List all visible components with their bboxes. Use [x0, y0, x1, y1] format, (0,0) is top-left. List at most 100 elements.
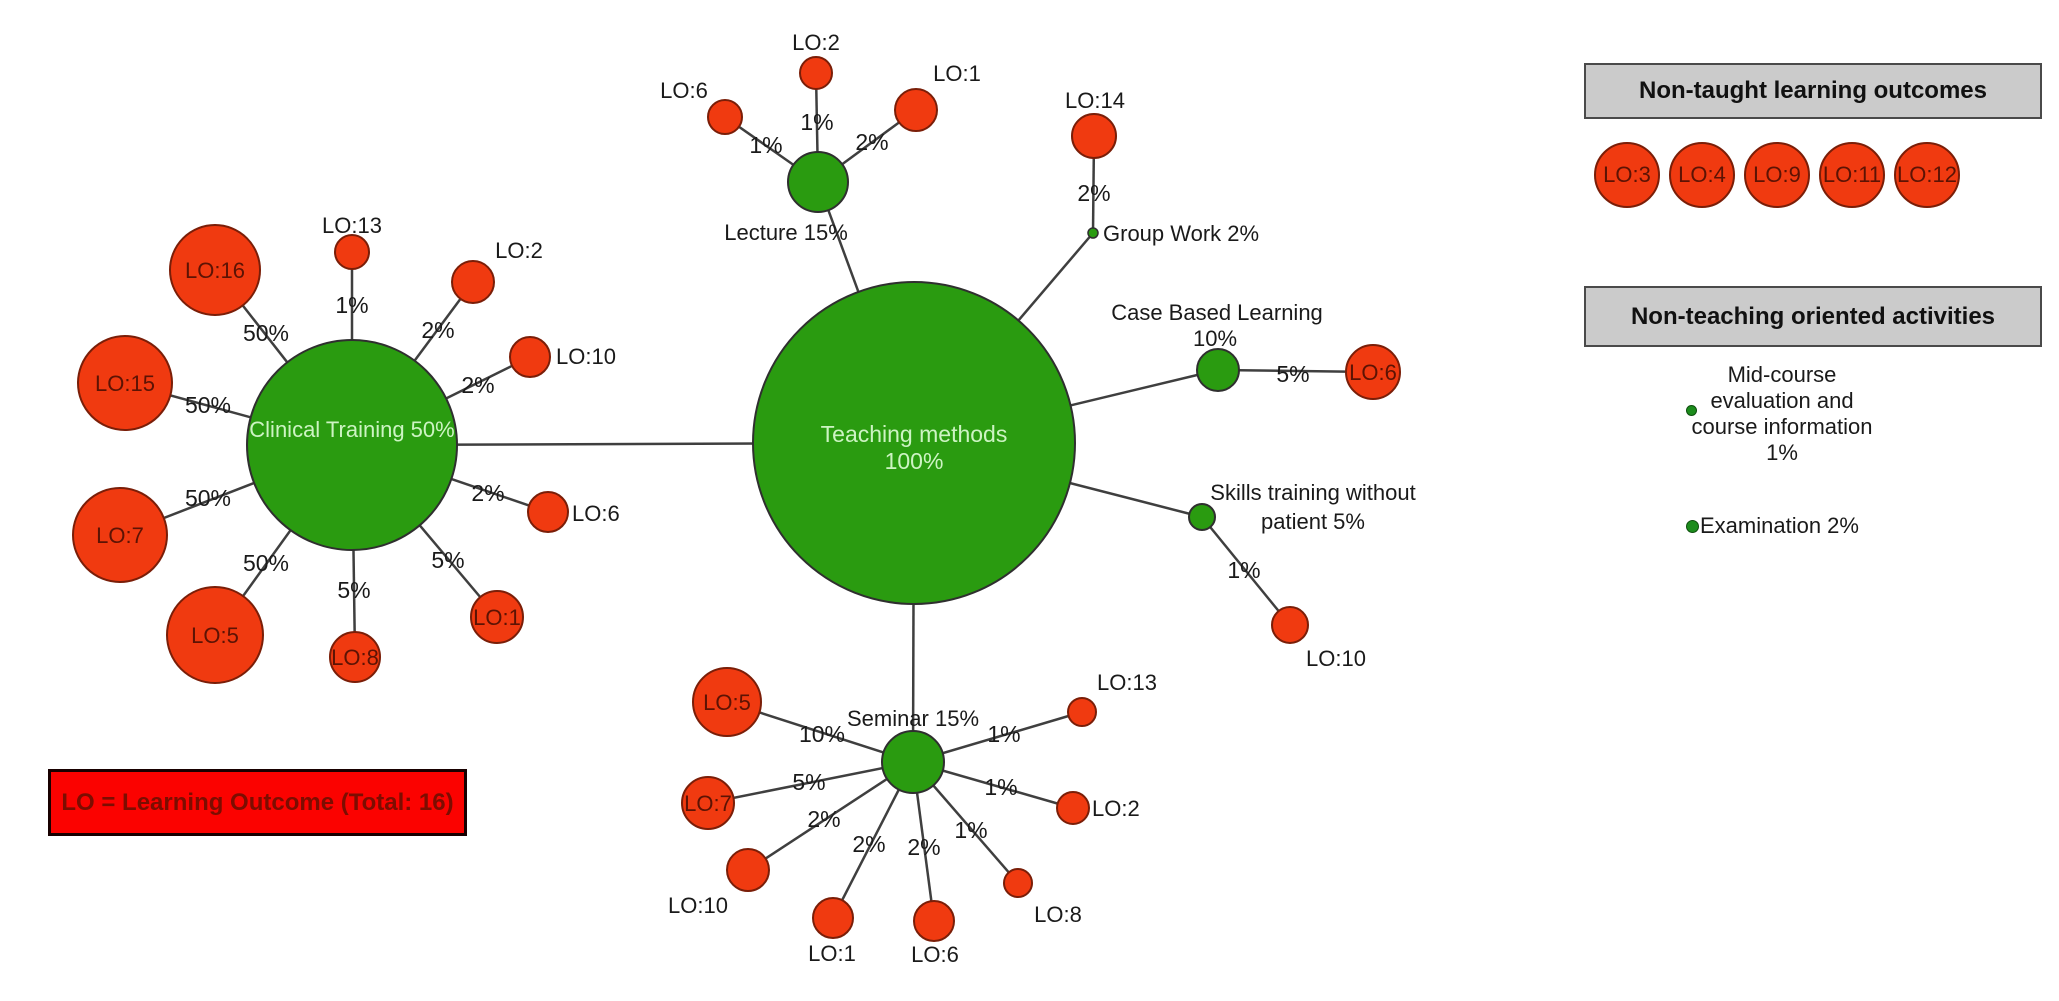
node-lec-lo6-circle — [707, 99, 743, 135]
node-gw-lo14-label: LO:14 — [1065, 88, 1125, 113]
node-sem-lo10-circle — [726, 848, 770, 892]
node-skills-circle — [1188, 503, 1216, 531]
edge-percent-lecture-lec-lo2: 1% — [800, 109, 833, 135]
node-sem-lo8-label: LO:8 — [1034, 902, 1082, 927]
node-clinical-circle — [246, 339, 458, 551]
node-skills-label: Skills training without — [1210, 480, 1415, 505]
node-sem-lo6-circle — [913, 900, 955, 942]
node-cbl-circle — [1196, 348, 1240, 392]
node-cbl-label: Case Based Learning — [1111, 300, 1323, 325]
node-cl-lo8-circle — [329, 631, 381, 683]
node-sem-lo5-label: LO:5 — [703, 690, 751, 715]
edge-percent-seminar-sem-lo5: 10% — [799, 721, 845, 747]
mid-course-label: Mid-course evaluation and course informa… — [1691, 362, 1873, 465]
lo-legend-box: LO = Learning Outcome (Total: 16) — [48, 769, 467, 836]
node-lecture-circle — [787, 151, 849, 213]
edge-percent-seminar-sem-lo8: 1% — [954, 817, 987, 843]
edge-seminar-sem-lo10 — [747, 760, 914, 872]
node-lec-lo2-label: LO:2 — [792, 30, 840, 55]
edge-percent-clinical-cl-lo5: 50% — [243, 550, 289, 576]
edge-percent-clinical-cl-lo15: 50% — [185, 392, 231, 418]
node-skills-label-1: patient 5% — [1261, 509, 1365, 534]
node-lec-lo6-label: LO:6 — [660, 78, 708, 103]
edge-percent-clinical-cl-lo13: 1% — [335, 292, 368, 318]
node-cl-lo13-label: LO:13 — [322, 213, 382, 238]
node-cl-lo2-circle — [451, 260, 495, 304]
node-sem-lo13-label: LO:13 — [1097, 670, 1157, 695]
node-cbl-lo6-label: LO:6 — [1349, 360, 1397, 385]
edge-percent-seminar-sem-lo10: 2% — [807, 806, 840, 832]
node-cl-lo6-circle — [527, 491, 569, 533]
green-dot-icon — [1686, 519, 1699, 533]
node-teaching-label: Teaching methods — [821, 421, 1008, 447]
edge-percent-lecture-lec-lo6: 1% — [749, 132, 782, 158]
green-dot-icon — [1686, 405, 1697, 416]
node-sem-lo13-circle — [1067, 697, 1097, 727]
node-cl-lo15-circle — [77, 335, 173, 431]
edge-percent-skills-sk-lo10: 1% — [1227, 557, 1260, 583]
non-teaching-header: Non-teaching oriented activities — [1584, 286, 2042, 347]
edge-percent-clinical-cl-lo10: 2% — [461, 372, 494, 398]
node-cbl-lo6-circle — [1345, 344, 1401, 400]
edge-percent-groupwork-gw-lo14: 2% — [1077, 180, 1110, 206]
node-cl-lo7-circle — [72, 487, 168, 583]
node-groupwork-label: Group Work 2% — [1103, 221, 1259, 246]
examination-item: Examination 2% — [1686, 513, 1859, 538]
non-taught-lo-circle: LO:12 — [1894, 142, 1960, 208]
node-cl-lo8-label: LO:8 — [331, 645, 379, 670]
non-taught-lo-circle: LO:4 — [1669, 142, 1735, 208]
node-cl-lo7-label: LO:7 — [96, 523, 144, 548]
node-sem-lo1-label: LO:1 — [808, 941, 856, 966]
node-sem-lo7-circle — [681, 776, 735, 830]
node-teaching-circle — [752, 281, 1076, 605]
node-cl-lo16-circle — [169, 224, 261, 316]
node-cl-lo1-circle — [470, 590, 524, 644]
edge-percent-cbl-cbl-lo6: 5% — [1276, 361, 1309, 387]
non-taught-lo-circle: LO:9 — [1744, 142, 1810, 208]
node-sem-lo1-circle — [812, 897, 854, 939]
node-teaching-label-1: 100% — [885, 448, 944, 474]
node-lec-lo2-circle — [799, 56, 833, 90]
edge-skills-sk-lo10 — [1201, 516, 1291, 626]
edge-percent-lecture-lec-lo1: 2% — [855, 129, 888, 155]
non-taught-header: Non-taught learning outcomes — [1584, 63, 2042, 119]
node-sem-lo6-label: LO:6 — [911, 942, 959, 967]
node-gw-lo14-circle — [1071, 113, 1117, 159]
edge-percent-seminar-sem-lo1: 2% — [852, 831, 885, 857]
node-groupwork-circle — [1087, 227, 1099, 239]
node-sem-lo2-circle — [1056, 791, 1090, 825]
node-cl-lo10-circle — [509, 336, 551, 378]
node-cl-lo15-label: LO:15 — [95, 371, 155, 396]
node-sem-lo5-circle — [692, 667, 762, 737]
node-cl-lo16-label: LO:16 — [185, 258, 245, 283]
node-sem-lo2-label: LO:2 — [1092, 796, 1140, 821]
node-sem-lo10-label: LO:10 — [668, 893, 728, 918]
node-seminar-label: Seminar 15% — [847, 706, 979, 731]
node-lec-lo1-label: LO:1 — [933, 61, 981, 86]
edge-percent-clinical-cl-lo16: 50% — [243, 320, 289, 346]
non-taught-lo-circle: LO:11 — [1819, 142, 1885, 208]
edge-percent-seminar-sem-lo7: 5% — [792, 769, 825, 795]
edge-percent-clinical-cl-lo6: 2% — [471, 480, 504, 506]
edge-percent-clinical-cl-lo1: 5% — [431, 547, 464, 573]
node-cbl-label-1: 10% — [1193, 326, 1237, 351]
node-seminar-circle — [881, 730, 945, 794]
examination-label: Examination 2% — [1700, 513, 1859, 538]
node-cl-lo5-label: LO:5 — [191, 623, 239, 648]
node-cl-lo5-circle — [166, 586, 264, 684]
node-lec-lo1-circle — [894, 88, 938, 132]
edge-percent-clinical-cl-lo2: 2% — [421, 317, 454, 343]
node-sem-lo7-label: LO:7 — [684, 791, 732, 816]
node-lecture-label: Lecture 15% — [724, 220, 848, 245]
node-sk-lo10-label: LO:10 — [1306, 646, 1366, 671]
edge-percent-seminar-sem-lo2: 1% — [984, 774, 1017, 800]
node-cl-lo13-circle — [334, 234, 370, 270]
node-cl-lo6-label: LO:6 — [572, 501, 620, 526]
node-cl-lo2-label: LO:2 — [495, 238, 543, 263]
edge-seminar-sem-lo7 — [707, 760, 914, 805]
node-cl-lo10-label: LO:10 — [556, 344, 616, 369]
edge-percent-seminar-sem-lo13: 1% — [987, 721, 1020, 747]
edge-percent-clinical-cl-lo8: 5% — [337, 577, 370, 603]
edge-percent-seminar-sem-lo6: 2% — [907, 834, 940, 860]
